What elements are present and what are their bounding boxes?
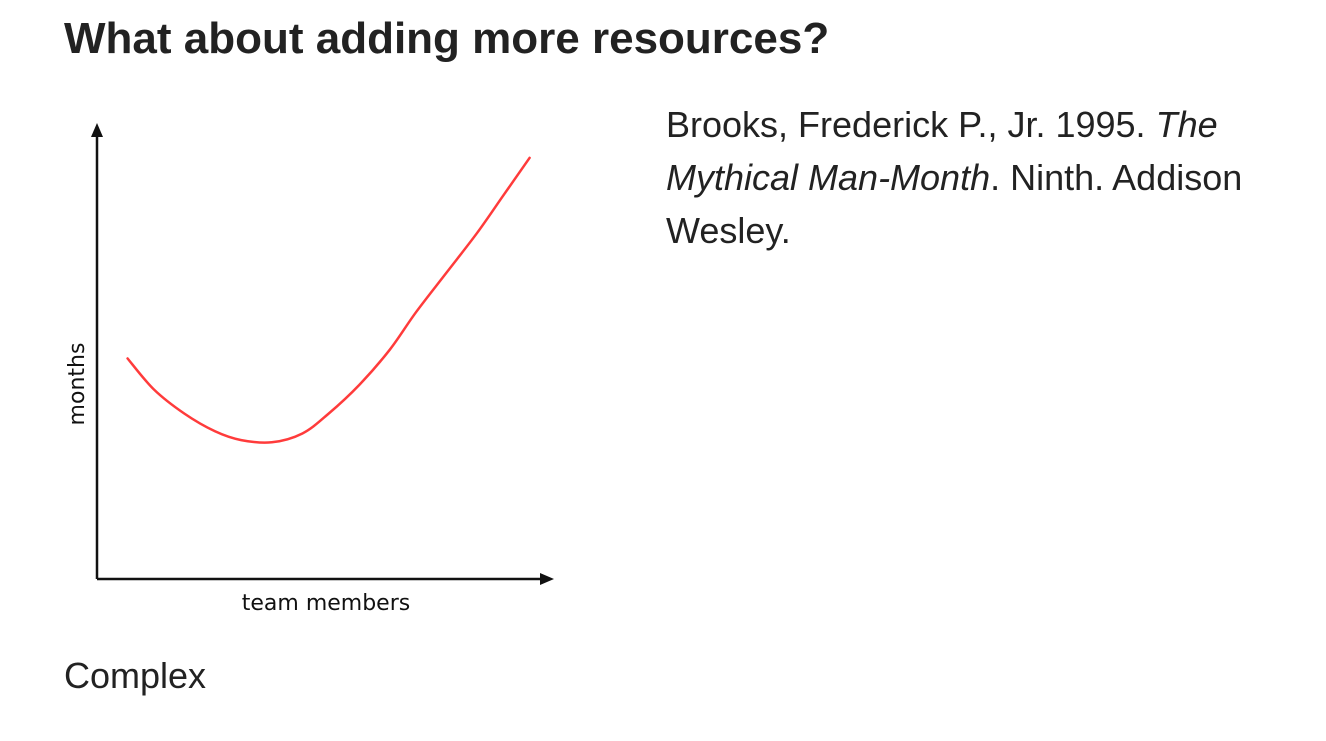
y-axis-label: months xyxy=(65,343,90,426)
reference-authors-year: Brooks, Frederick P., Jr. 1995. xyxy=(666,104,1146,145)
reference-book-title: The Mythical Man-Month xyxy=(666,104,1218,198)
chart: team members months xyxy=(56,112,576,624)
slide-title: What about adding more resources? xyxy=(64,14,830,63)
reference-citation: Brooks, Frederick P., Jr. 1995. The Myth… xyxy=(666,98,1306,257)
reference-details: . Ninth. Addison Wesley. xyxy=(666,157,1243,251)
slide-caption: Complex xyxy=(64,655,207,696)
y-axis-arrow xyxy=(91,123,103,137)
x-axis-arrow xyxy=(540,573,554,585)
chart-axes xyxy=(91,123,554,585)
series-layer xyxy=(126,156,531,444)
chart-svg: team members months xyxy=(65,123,554,616)
series-line-0 xyxy=(126,156,531,444)
x-axis-label: team members xyxy=(242,591,410,616)
